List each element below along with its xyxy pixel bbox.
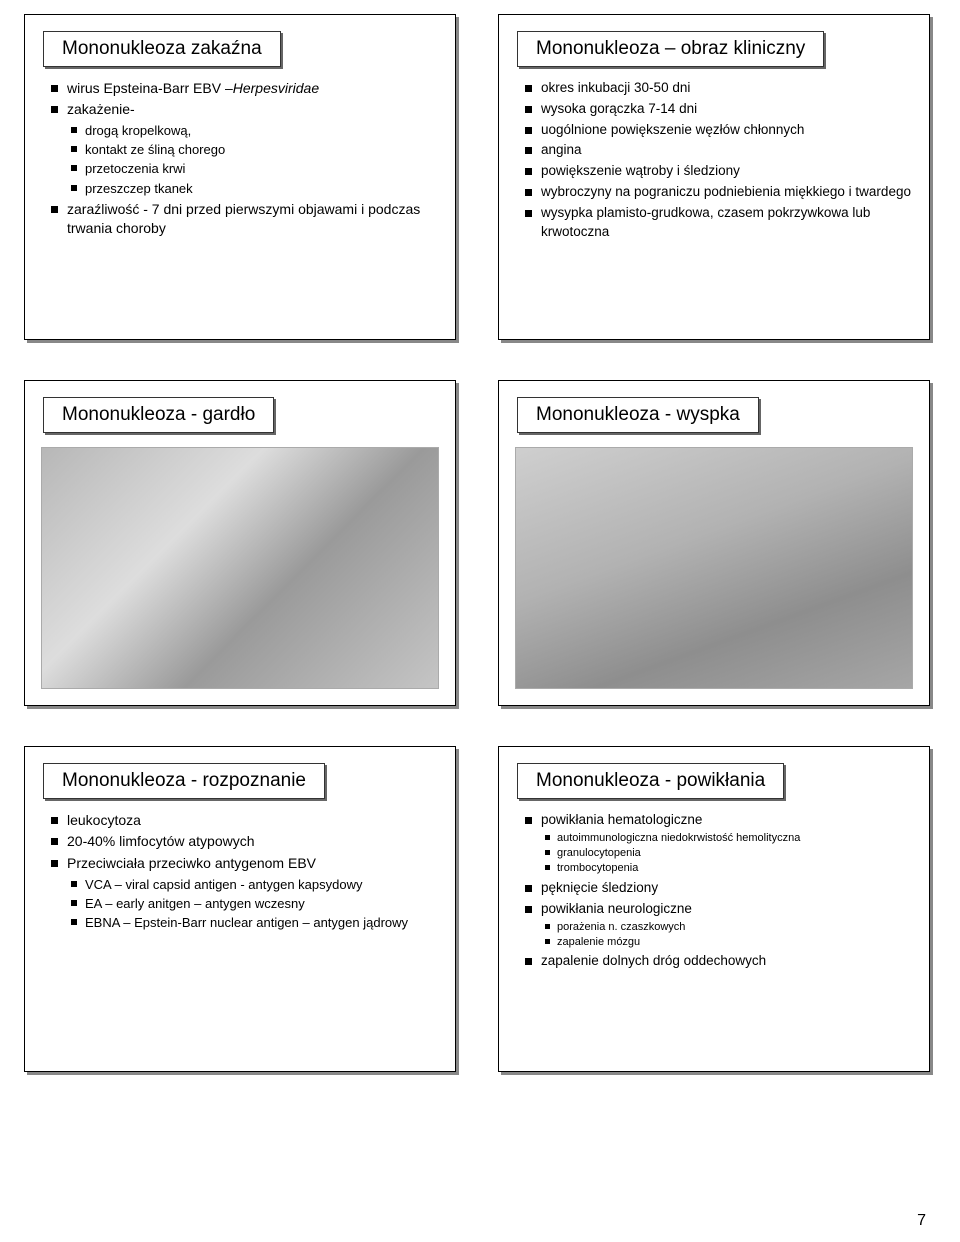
bullet: powiększenie wątroby i śledziony [525,162,911,181]
bullet: wybroczyny na pograniczu podniebienia mi… [525,183,911,202]
slide-title-wrap: Mononukleoza - wyspka [517,397,929,433]
slide-content: okres inkubacji 30-50 dni wysoka gorączk… [499,77,929,254]
page-number: 7 [917,1212,926,1230]
slide-title: Mononukleoza - wyspka [517,397,759,433]
clinical-image-throat [41,447,439,689]
slide-title-wrap: Mononukleoza - rozpoznanie [43,763,455,799]
slide-handout-page: Mononukleoza zakaźna wirus Epsteina-Barr… [0,0,960,1092]
slide-title-wrap: Mononukleoza – obraz kliniczny [517,31,929,67]
sub-bullet: kontakt ze śliną chorego [71,141,437,159]
sub-bullet: przeszczep tkanek [71,180,437,198]
slide-title-wrap: Mononukleoza - powikłania [517,763,929,799]
bullet: leukocytoza [51,811,437,831]
slide-title: Mononukleoza zakaźna [43,31,281,67]
slide-title: Mononukleoza - gardło [43,397,274,433]
bullet: powikłania hematologiczne autoimmunologi… [525,811,911,877]
sub-bullet: drogą kropelkową, [71,122,437,140]
slide-title: Mononukleoza - powikłania [517,763,784,799]
slide-5: Mononukleoza - rozpoznanie leukocytoza 2… [24,746,456,1072]
sub-bullet: EA – early anitgen – antygen wczesny [71,895,437,913]
slide-1: Mononukleoza zakaźna wirus Epsteina-Barr… [24,14,456,340]
bullet: pęknięcie śledziony [525,879,911,898]
slide-6: Mononukleoza - powikłania powikłania hem… [498,746,930,1072]
bullet: wysypka plamisto-grudkowa, czasem pokrzy… [525,204,911,242]
slide-content: powikłania hematologiczne autoimmunologi… [499,809,929,984]
bullet: zakażenie- drogą kropelkową, kontakt ze … [51,100,437,197]
sub-bullet: EBNA – Epstein-Barr nuclear antigen – an… [71,914,437,932]
bullet: zaraźliwość - 7 dni przed pierwszymi obj… [51,200,437,239]
bullet: Przeciwciała przeciwko antygenom EBV VCA… [51,854,437,932]
sub-bullet: przetoczenia krwi [71,160,437,178]
sub-bullet: granulocytopenia [545,846,911,861]
bullet: uogólnione powiększenie węzłów chłonnych [525,121,911,140]
slide-title-wrap: Mononukleoza zakaźna [43,31,455,67]
clinical-image-rash [515,447,913,689]
bullet: zapalenie dolnych dróg oddechowych [525,952,911,971]
bullet: wirus Epsteina-Barr EBV –Herpesviridae [51,79,437,99]
slide-content: wirus Epsteina-Barr EBV –Herpesviridae z… [25,77,455,251]
slide-2: Mononukleoza – obraz kliniczny okres ink… [498,14,930,340]
slide-4: Mononukleoza - wyspka [498,380,930,706]
slide-3: Mononukleoza - gardło [24,380,456,706]
sub-bullet: autoimmunologiczna niedokrwistość hemoli… [545,831,911,846]
slide-title-wrap: Mononukleoza - gardło [43,397,455,433]
slide-title: Mononukleoza – obraz kliniczny [517,31,824,67]
sub-bullet: porażenia n. czaszkowych [545,920,911,935]
slide-title: Mononukleoza - rozpoznanie [43,763,325,799]
sub-bullet: zapalenie mózgu [545,935,911,950]
bullet: okres inkubacji 30-50 dni [525,79,911,98]
bullet: powikłania neurologiczne porażenia n. cz… [525,900,911,951]
bullet: wysoka gorączka 7-14 dni [525,100,911,119]
bullet: angina [525,141,911,160]
sub-bullet: trombocytopenia [545,861,911,876]
sub-bullet: VCA – viral capsid antigen - antygen kap… [71,876,437,894]
slide-content: leukocytoza 20-40% limfocytów atypowych … [25,809,455,944]
bullet: 20-40% limfocytów atypowych [51,832,437,852]
